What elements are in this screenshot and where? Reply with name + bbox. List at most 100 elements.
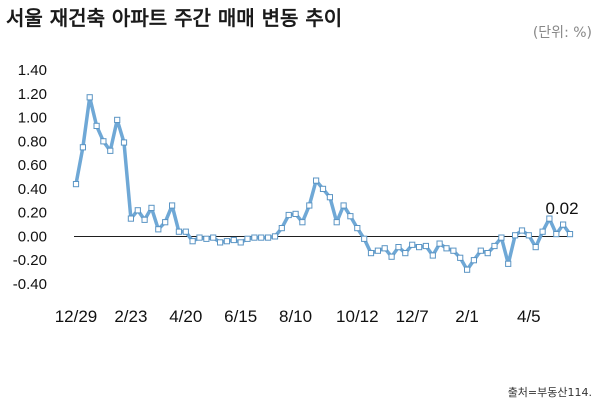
y-tick-label: 0.00 — [18, 228, 47, 245]
data-point — [237, 239, 244, 246]
data-point — [127, 215, 135, 222]
data-point — [436, 240, 443, 247]
data-point — [326, 194, 333, 201]
data-point — [388, 253, 395, 260]
data-point — [203, 235, 210, 242]
data-point — [134, 207, 141, 214]
data-point — [498, 234, 505, 241]
data-point — [560, 221, 567, 228]
y-tick-label: 0.80 — [18, 133, 47, 150]
data-point — [271, 233, 279, 240]
x-tick-label: 10/12 — [336, 307, 379, 326]
y-tick-label: 0.40 — [18, 181, 47, 198]
data-point — [251, 234, 258, 241]
data-point — [464, 266, 471, 273]
x-tick-label: 6/15 — [224, 307, 257, 326]
data-point — [512, 232, 519, 239]
y-tick-label: -0.40 — [13, 276, 47, 293]
data-point — [93, 122, 100, 130]
page-title: 서울 재건축 아파트 주간 매매 변동 추이 — [6, 6, 343, 30]
data-point — [72, 181, 80, 188]
y-tick-label: -0.20 — [13, 252, 47, 269]
data-point — [319, 185, 327, 193]
unit-label: (단위: %) — [532, 25, 592, 41]
data-point — [155, 226, 162, 233]
source-note: 출처=부동산114. — [507, 386, 592, 399]
data-point — [416, 244, 423, 251]
data-point — [450, 247, 457, 254]
data-point — [169, 202, 176, 209]
y-tick-label: 1.00 — [18, 110, 47, 127]
y-tick-label: 1.40 — [18, 62, 47, 79]
x-axis: 12/29 2/23 4/20 6/15 8/10 10/12 12/7 2/1 4/5 — [55, 307, 541, 326]
data-point — [374, 247, 381, 254]
data-point — [347, 213, 354, 220]
data-point — [223, 238, 231, 245]
series-markers — [72, 94, 574, 273]
data-point — [79, 144, 87, 151]
data-point — [367, 250, 375, 257]
data-point — [477, 247, 484, 254]
y-tick-label: 0.60 — [18, 157, 47, 174]
data-point — [114, 116, 121, 124]
x-tick-label: 12/29 — [55, 307, 98, 326]
data-point — [313, 177, 320, 184]
data-point — [86, 94, 93, 101]
data-labels: 0.02 — [545, 199, 578, 218]
data-point — [532, 244, 539, 251]
x-tick-label: 2/1 — [455, 307, 479, 326]
data-point — [422, 242, 429, 250]
data-point — [306, 202, 313, 209]
data-point — [381, 245, 388, 252]
data-point — [553, 231, 560, 238]
data-point — [210, 234, 217, 241]
data-point — [217, 239, 224, 246]
data-point — [148, 204, 155, 212]
data-point — [285, 211, 292, 219]
data-point — [141, 216, 148, 223]
data-point — [107, 147, 114, 154]
data-point — [182, 228, 189, 235]
last-value-label: 0.02 — [545, 199, 578, 218]
data-point — [292, 210, 299, 218]
y-tick-label: 1.20 — [18, 86, 47, 103]
data-point — [120, 139, 128, 146]
data-point — [409, 241, 416, 248]
data-point — [299, 219, 306, 226]
x-tick-label: 4/5 — [517, 307, 541, 326]
data-point — [100, 138, 107, 145]
y-axis: 1.40 1.20 1.00 0.80 0.60 0.40 0.20 0.00 -0.20 -0.… — [13, 62, 47, 293]
x-tick-label: 8/10 — [279, 307, 312, 326]
data-point — [361, 235, 368, 242]
data-point — [457, 254, 464, 261]
data-point — [162, 219, 169, 226]
data-point — [525, 232, 532, 239]
data-point — [244, 235, 251, 242]
data-point — [175, 228, 183, 235]
data-point — [539, 228, 546, 235]
data-point — [402, 250, 409, 257]
data-point — [566, 231, 574, 238]
data-point — [196, 234, 203, 241]
data-point — [546, 215, 553, 222]
data-point — [189, 238, 196, 245]
data-point — [230, 236, 237, 244]
y-tick-label: 0.20 — [18, 205, 47, 222]
data-point — [518, 227, 526, 234]
data-point — [484, 250, 491, 257]
x-tick-label: 12/7 — [396, 307, 429, 326]
data-point — [333, 219, 340, 226]
data-point — [340, 202, 347, 209]
x-tick-label: 4/20 — [169, 307, 202, 326]
data-point — [491, 242, 498, 250]
data-point — [470, 257, 477, 264]
data-point — [505, 260, 512, 267]
data-point — [258, 234, 265, 241]
data-point — [265, 234, 272, 241]
data-point — [395, 244, 402, 251]
data-point — [278, 225, 285, 232]
data-point — [354, 225, 361, 232]
x-tick-label: 2/23 — [114, 307, 147, 326]
data-point — [443, 245, 450, 252]
